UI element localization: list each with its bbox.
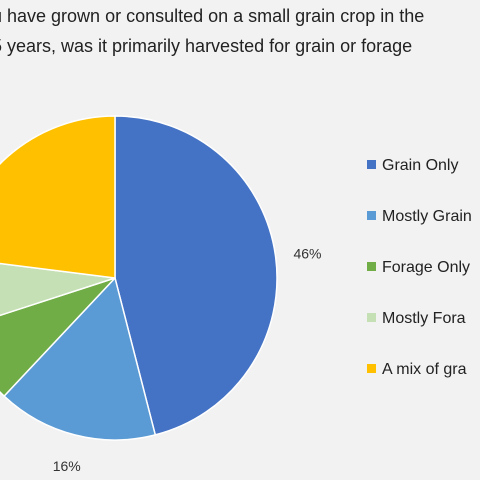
legend-marker: [367, 160, 376, 169]
legend: Grain Only Mostly Grain Forage Only Mostly …: [367, 157, 472, 378]
legend-marker: [367, 364, 376, 373]
legend-label: Grain Only: [382, 157, 458, 174]
legend-label: Mostly Fora: [382, 310, 466, 327]
data-labels: 46% 16%: [53, 246, 322, 474]
legend-label: A mix of gra: [382, 361, 467, 378]
chart-title-line: u have grown or consulted on a small gra…: [0, 6, 424, 26]
chart-title: u have grown or consulted on a small gra…: [0, 6, 424, 56]
data-label: 16%: [53, 458, 81, 474]
pie-slices: [0, 115, 278, 441]
chart-title-line: 5 years, was it primarily harvested for …: [0, 36, 412, 56]
legend-label: Mostly Grain: [382, 208, 472, 225]
legend-label: Forage Only: [382, 259, 470, 276]
pie-slice: [0, 115, 116, 279]
pie-slice: [3, 276, 157, 441]
pie-slice: [0, 277, 116, 398]
legend-marker: [367, 262, 376, 271]
pie-slice: [0, 262, 116, 317]
legend-marker: [367, 211, 376, 220]
data-label: 46%: [293, 246, 321, 262]
legend-marker: [367, 313, 376, 322]
pie-slice: [114, 115, 278, 436]
